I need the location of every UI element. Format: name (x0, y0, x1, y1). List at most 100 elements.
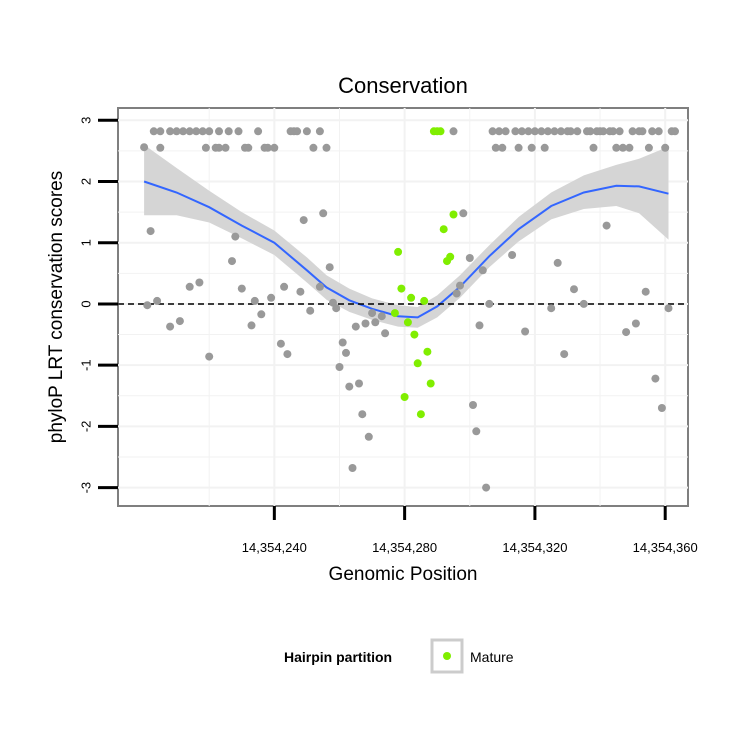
data-point-other (644, 143, 653, 152)
data-point-other (263, 143, 272, 152)
data-point-other (557, 127, 565, 136)
x-axis: 14,354,240 14,354,280 14,354,320 14,354,360 (242, 506, 698, 555)
data-point-mature (413, 359, 422, 368)
data-point-other (475, 321, 484, 330)
data-point-other (267, 293, 276, 302)
data-point-other (215, 143, 223, 152)
data-point-other (508, 251, 517, 259)
data-point-other (201, 143, 210, 152)
data-point-other (345, 382, 354, 391)
data-point-other (648, 127, 657, 136)
data-point-other (179, 127, 188, 136)
data-point-other (342, 348, 350, 357)
data-point-other (315, 282, 324, 291)
data-point-other (166, 322, 175, 331)
data-point-other (156, 127, 165, 136)
data-point-other (172, 127, 181, 136)
data-point-other (530, 127, 539, 136)
data-point-other (205, 352, 214, 361)
data-point-other (527, 143, 536, 152)
data-point-other (377, 312, 386, 321)
data-point-other (615, 127, 624, 136)
data-point-other (465, 254, 474, 262)
data-point-other (671, 127, 679, 136)
data-point-other (335, 363, 344, 371)
data-point-other (625, 143, 634, 152)
data-point-other (550, 127, 559, 136)
confidence-band-area (144, 144, 669, 328)
data-point-other (283, 350, 292, 359)
data-point-other (521, 327, 530, 336)
data-point-other (149, 127, 158, 136)
y-tick-label: 3 (79, 117, 94, 124)
data-point-other (276, 339, 285, 348)
data-point-other (602, 221, 611, 230)
data-point-other (351, 322, 360, 331)
data-point-other (654, 127, 663, 136)
data-point-other (579, 299, 588, 308)
data-point-other (153, 296, 162, 305)
data-point-other (501, 127, 510, 136)
data-point-other (485, 299, 494, 308)
data-point-other (358, 410, 367, 419)
data-point-other (299, 216, 308, 225)
data-point-other (315, 127, 324, 136)
data-point-other (459, 209, 468, 218)
legend-label-mature: Mature (470, 649, 514, 665)
data-point-other (348, 464, 357, 472)
data-point-other (664, 304, 673, 313)
data-point-mature (423, 347, 432, 356)
data-point-other (198, 127, 207, 136)
data-point-other (332, 304, 341, 313)
data-point-other (641, 287, 650, 296)
data-point-other (469, 401, 477, 409)
data-point-other (322, 143, 331, 152)
data-point-other (514, 143, 523, 152)
data-point-mature (420, 296, 429, 305)
data-point-other (661, 143, 670, 152)
data-point-other (192, 127, 201, 136)
data-point-other (452, 289, 461, 298)
data-point-other (237, 284, 246, 293)
data-point-other (371, 318, 380, 327)
data-point-other (166, 127, 175, 136)
data-point-other (622, 328, 631, 337)
data-point-other (309, 143, 318, 152)
data-point-other (540, 143, 549, 152)
data-point-other (628, 127, 637, 136)
data-point-other (482, 483, 491, 492)
data-point-other (228, 257, 236, 266)
legend-marker-mature (443, 652, 451, 660)
data-point-other (244, 143, 253, 152)
data-point-other (338, 338, 347, 347)
data-point-other (609, 127, 618, 136)
data-point-other (319, 209, 328, 218)
data-point-other (280, 282, 289, 291)
data-point-other (573, 127, 582, 136)
data-point-other (491, 143, 500, 152)
data-point-mature (397, 284, 406, 293)
data-point-other (361, 319, 370, 328)
data-point-other (456, 281, 464, 290)
data-point-mature (390, 309, 399, 318)
data-point-other (566, 127, 575, 136)
data-point-other (495, 127, 504, 136)
x-axis-title: Genomic Position (329, 564, 478, 585)
y-tick-label: -3 (79, 482, 94, 494)
data-point-other (234, 127, 243, 136)
data-point-mature (407, 293, 416, 302)
data-point-other (651, 374, 660, 383)
y-axis-title: phyloP LRT conservation scores (46, 171, 67, 444)
data-point-other (195, 278, 204, 287)
gridlines (118, 108, 688, 506)
data-point-mature (426, 379, 435, 388)
x-tick-label: 14,354,320 (502, 540, 567, 555)
data-point-other (175, 317, 184, 326)
data-point-other (618, 143, 627, 152)
data-point-other (140, 143, 149, 152)
smooth-line (143, 180, 669, 319)
data-point-other (511, 127, 520, 136)
data-points (140, 127, 679, 492)
data-point-other (631, 319, 640, 328)
